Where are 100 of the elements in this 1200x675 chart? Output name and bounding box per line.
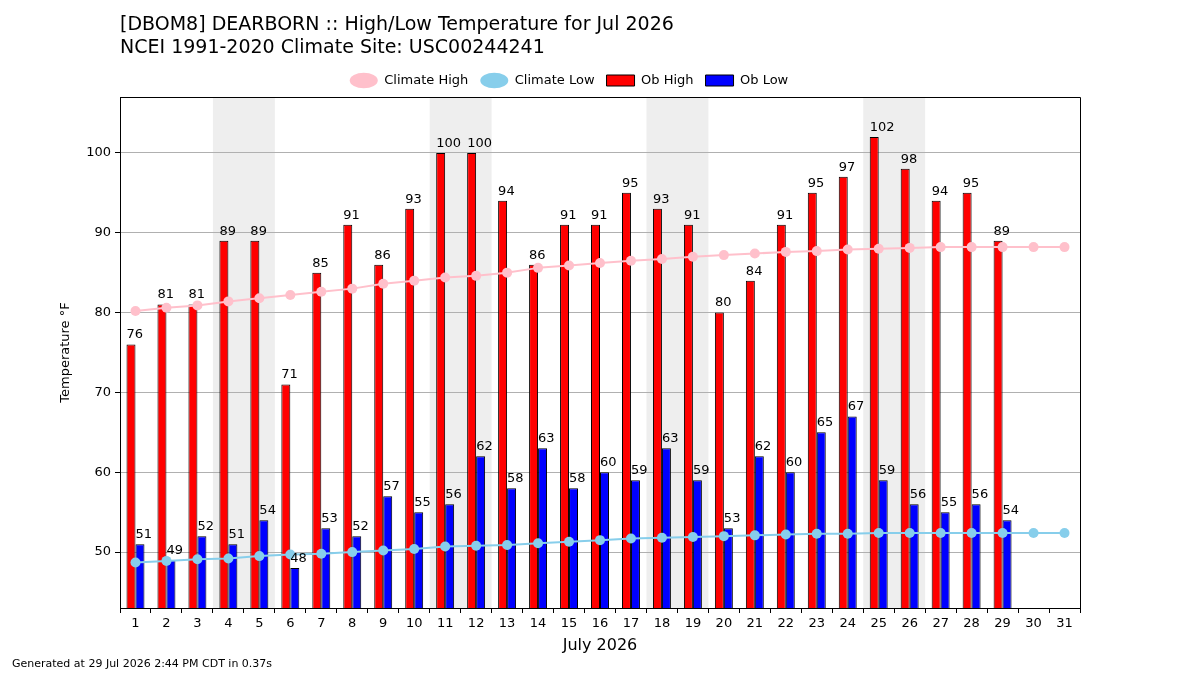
x-tick-label: 5 (255, 615, 264, 631)
data-label: 91 (591, 206, 608, 222)
point (378, 545, 389, 556)
x-tick-label: 27 (932, 615, 949, 631)
point (625, 255, 636, 266)
point (935, 527, 946, 538)
data-label: 97 (838, 158, 856, 174)
point (130, 305, 141, 316)
data-label: 89 (219, 222, 236, 238)
x-tick-label: 11 (436, 615, 454, 631)
data-label: 84 (745, 262, 763, 278)
data-label: 91 (683, 206, 701, 222)
data-label: 91 (343, 206, 360, 222)
x-tick-label: 1 (131, 615, 140, 631)
point (749, 530, 760, 541)
x-tick-label: 12 (467, 615, 485, 631)
data-label: 60 (785, 454, 803, 470)
data-label: 51 (135, 526, 153, 541)
point (502, 539, 513, 550)
point (409, 275, 420, 286)
data-label: 86 (529, 246, 546, 262)
text: Generated at 29 Jul 2026 2:44 PM CDT in 0.37s (12, 657, 273, 671)
point (595, 258, 605, 269)
data-label: 81 (157, 286, 175, 302)
point (161, 555, 172, 566)
y-tick-label: 60 (94, 463, 111, 479)
point (378, 278, 389, 289)
point (873, 527, 884, 538)
data-label: 95 (962, 174, 980, 190)
point (966, 527, 977, 538)
data-label: 95 (807, 174, 825, 190)
data-label: 60 (600, 454, 617, 470)
x-tick-label: 9 (379, 615, 388, 631)
point (873, 243, 884, 254)
point (533, 538, 544, 549)
x-tick-label: 18 (653, 615, 671, 631)
point (811, 528, 822, 539)
data-label: 54 (1002, 502, 1020, 518)
point (656, 532, 667, 543)
data-label: 51 (228, 526, 245, 541)
data-label: 94 (931, 182, 949, 198)
point (1059, 527, 1070, 538)
point (223, 553, 234, 564)
data-label: 76 (126, 326, 144, 342)
y-tick-label: 70 (94, 383, 111, 399)
data-label: 91 (776, 206, 794, 222)
data-label: 93 (652, 190, 670, 206)
data-label: 89 (993, 222, 1011, 238)
point (997, 242, 1008, 253)
point (780, 529, 791, 540)
data-label: 93 (405, 190, 422, 206)
point (192, 300, 203, 311)
point (1028, 527, 1039, 538)
point (254, 293, 265, 304)
x-tick-label: 22 (777, 615, 795, 631)
data-label: 98 (900, 150, 918, 166)
x-tick-label: 15 (560, 615, 578, 631)
point (595, 535, 605, 546)
point (471, 540, 482, 551)
point (440, 272, 451, 283)
point (842, 528, 853, 539)
x-tick-label: 6 (286, 615, 295, 631)
point (254, 551, 265, 562)
point (966, 242, 977, 253)
point (347, 283, 358, 294)
data-label: 58 (569, 470, 586, 486)
y-axis-title: Temperature °F (57, 302, 73, 404)
x-tick-label: 13 (498, 615, 516, 631)
x-tick-label: 16 (591, 615, 609, 631)
x-tick-label: 31 (1056, 615, 1073, 631)
x-tick-label: 28 (963, 615, 980, 631)
data-label: 56 (971, 486, 989, 502)
data-label: 59 (630, 462, 648, 478)
data-label: 63 (661, 430, 679, 446)
point (409, 543, 420, 554)
point (161, 302, 172, 313)
data-label: 53 (723, 510, 741, 526)
point (997, 527, 1008, 538)
legend-label: Ob Low (740, 71, 789, 87)
point (904, 242, 915, 253)
data-label: 56 (909, 486, 927, 502)
data-label: 48 (290, 549, 307, 565)
x-tick-label: 19 (684, 615, 702, 631)
point (192, 554, 203, 565)
data-label: 71 (281, 366, 298, 382)
x-tick-label: 10 (405, 615, 423, 631)
x-tick-label: 3 (193, 615, 202, 631)
point (471, 270, 482, 281)
point (625, 533, 636, 544)
x-tick-label: 20 (715, 615, 733, 631)
x-tick-label: 25 (870, 615, 887, 631)
x-tick-label: 2 (162, 615, 171, 631)
point (687, 251, 698, 262)
data-label: 95 (621, 174, 639, 190)
data-label: 57 (383, 478, 400, 494)
x-tick-label: 17 (622, 615, 640, 631)
data-label: 55 (414, 494, 431, 510)
point (1059, 242, 1070, 253)
point (904, 527, 915, 538)
x-tick-label: 24 (839, 615, 857, 631)
